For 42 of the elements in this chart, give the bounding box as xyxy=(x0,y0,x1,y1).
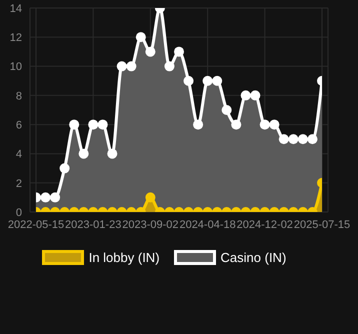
point xyxy=(107,148,118,159)
point xyxy=(60,163,70,174)
point xyxy=(126,61,136,72)
legend-label: Casino (IN) xyxy=(220,250,286,265)
x-tick-label: 2024-04-18 xyxy=(179,218,236,231)
point xyxy=(307,134,318,144)
point xyxy=(288,134,298,144)
point xyxy=(278,134,289,144)
point xyxy=(193,120,204,130)
point xyxy=(212,76,222,86)
y-tick-label: 10 xyxy=(10,61,22,74)
point xyxy=(240,90,251,100)
y-tick-label: 8 xyxy=(16,90,22,102)
x-tick-label: 2024-12-02 xyxy=(236,218,293,231)
y-tick-label: 0 xyxy=(16,206,22,219)
point xyxy=(69,120,80,130)
point xyxy=(222,105,232,115)
point xyxy=(164,61,174,72)
y-tick-label: 4 xyxy=(16,148,22,161)
legend-label: In lobby (IN) xyxy=(88,250,160,265)
point xyxy=(136,32,146,42)
y-tick-label: 12 xyxy=(10,32,22,44)
x-tick-label: 2025-07-15 xyxy=(294,218,350,231)
point xyxy=(184,76,194,86)
point xyxy=(98,120,108,130)
point xyxy=(250,90,260,100)
y-tick-label: 6 xyxy=(16,119,22,132)
point xyxy=(78,148,89,159)
point xyxy=(116,61,127,72)
point xyxy=(145,46,156,57)
y-tick-label: 2 xyxy=(16,178,22,190)
y-tick-label: 14 xyxy=(10,2,22,15)
x-tick-label: 2023-09-02 xyxy=(122,218,179,231)
point xyxy=(88,120,98,130)
x-tick-label: 2022-05-15 xyxy=(8,218,64,231)
point xyxy=(231,120,242,130)
point xyxy=(202,76,213,86)
point xyxy=(174,46,184,57)
point xyxy=(298,134,308,144)
point xyxy=(269,120,280,130)
point xyxy=(260,120,270,130)
x-tick-label: 2023-01-23 xyxy=(65,218,122,231)
